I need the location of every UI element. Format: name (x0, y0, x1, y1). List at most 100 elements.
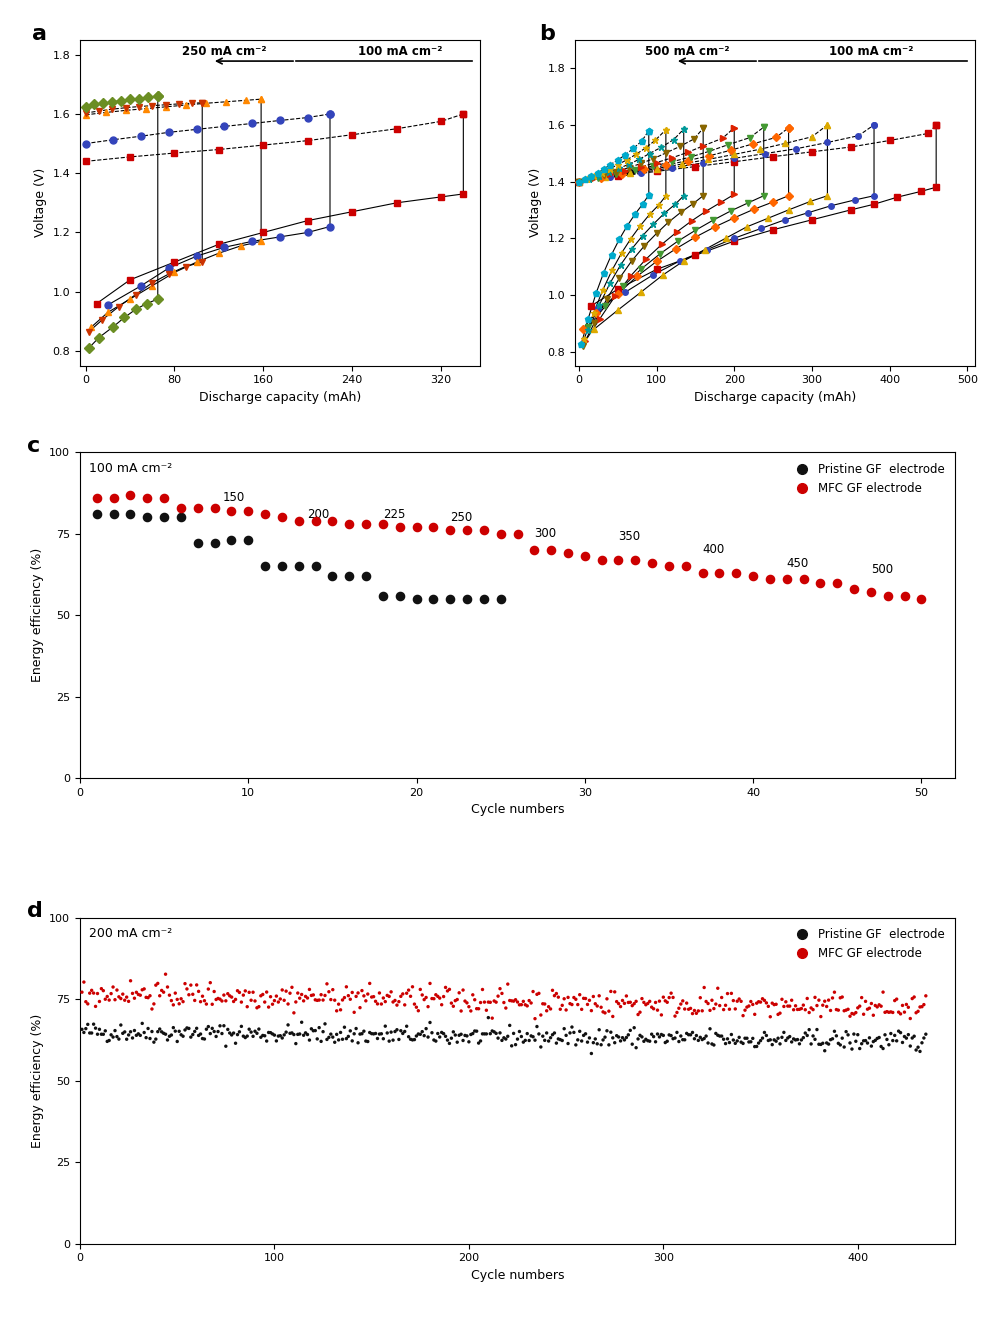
Point (375, 513, 391, 535)
Point (720, 983, 736, 1004)
Point (914, 996, 930, 1017)
Point (207, 497, 223, 519)
Point (723, 983, 739, 1004)
Point (193, 1023, 209, 1044)
Point (622, 1020, 638, 1041)
Point (756, 990, 772, 1011)
Point (519, 995, 535, 1016)
Point (784, 990, 800, 1011)
Point (836, 1000, 852, 1021)
Point (315, 990, 331, 1011)
Point (626, 994, 642, 1015)
Point (156, 487, 172, 508)
Point (881, 1001, 897, 1023)
Point (99, 1031, 115, 1052)
Point (88, 996, 104, 1017)
Point (544, 980, 560, 1001)
Point (383, 982, 399, 1003)
Point (618, 1027, 634, 1048)
Point (451, 1024, 467, 1045)
Point (708, 1023, 724, 1044)
Point (667, 1027, 683, 1048)
Point (768, 1031, 784, 1052)
Point (541, 996, 557, 1017)
Point (809, 995, 825, 1016)
Point (591, 986, 607, 1007)
Point (897, 585, 913, 606)
Point (169, 1031, 185, 1052)
Point (821, 1033, 837, 1055)
Point (856, 1031, 872, 1052)
Point (578, 988, 594, 1009)
Point (412, 1024, 428, 1045)
Point (385, 1029, 401, 1051)
Point (198, 994, 214, 1015)
Point (509, 1028, 526, 1049)
Point (591, 1019, 607, 1040)
Point (852, 1037, 868, 1059)
Point (121, 991, 137, 1012)
Point (418, 987, 434, 1008)
Point (478, 1023, 494, 1044)
Point (212, 988, 228, 1009)
Point (121, 1024, 137, 1045)
Point (333, 1021, 349, 1043)
Point (340, 1025, 356, 1047)
Point (117, 990, 133, 1011)
Point (840, 1024, 856, 1045)
Point (404, 1029, 421, 1051)
Point (447, 990, 463, 1011)
Point (865, 1031, 881, 1052)
Point (461, 1031, 477, 1052)
Point (358, 991, 374, 1012)
Point (568, 988, 584, 1009)
Point (373, 1023, 389, 1044)
Point (603, 980, 619, 1001)
Point (684, 1021, 700, 1043)
Point (428, 984, 444, 1005)
Point (648, 992, 664, 1013)
Point (461, 996, 477, 1017)
Point (601, 1035, 617, 1056)
Point (395, 983, 411, 1004)
Point (160, 1029, 176, 1051)
Point (327, 990, 343, 1011)
Point (150, 1021, 166, 1043)
Y-axis label: Voltage (V): Voltage (V) (529, 168, 542, 238)
Point (902, 1008, 918, 1029)
Point (854, 987, 870, 1008)
Point (521, 1029, 537, 1051)
Point (218, 991, 234, 1012)
Point (140, 987, 156, 1008)
Point (871, 995, 887, 1016)
Point (677, 999, 693, 1020)
Point (675, 1029, 691, 1051)
Point (727, 1032, 743, 1053)
Point (624, 1033, 640, 1055)
Point (418, 1017, 434, 1039)
Point (233, 1016, 249, 1037)
Point (274, 979, 290, 1000)
Point (858, 1029, 874, 1051)
Text: 200 mA cm⁻²: 200 mA cm⁻² (89, 927, 172, 940)
Point (103, 1024, 119, 1045)
Point (780, 1027, 796, 1048)
Point (253, 1027, 269, 1048)
Point (74, 1019, 90, 1040)
Point (362, 972, 378, 994)
Point (580, 1032, 596, 1053)
Point (743, 991, 759, 1012)
Point (167, 1020, 183, 1041)
Point (852, 995, 868, 1016)
Point (434, 994, 450, 1015)
Point (599, 1020, 615, 1041)
Point (455, 979, 471, 1000)
Point (842, 1032, 858, 1053)
Point (842, 1005, 858, 1027)
Point (817, 991, 833, 1012)
Point (832, 987, 848, 1008)
Point (723, 1024, 739, 1045)
Point (913, 588, 929, 609)
Point (861, 1027, 877, 1048)
Point (786, 999, 802, 1020)
